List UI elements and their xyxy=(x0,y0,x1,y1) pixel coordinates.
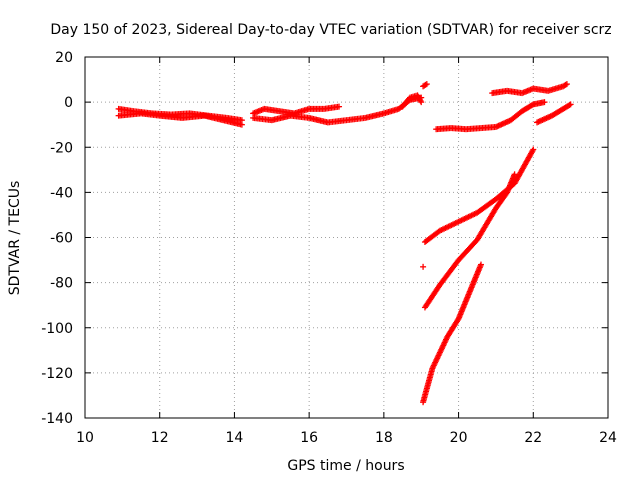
series-arc-l xyxy=(420,261,484,406)
x-tick-label: 24 xyxy=(599,430,617,446)
x-tick-label: 16 xyxy=(300,430,318,446)
x-tick-label: 22 xyxy=(524,430,542,446)
y-axis-label: SDTVAR / TECUs xyxy=(7,181,23,296)
y-tick-label: -80 xyxy=(50,276,73,292)
x-tick-label: 10 xyxy=(76,430,94,446)
series-arc-i xyxy=(534,101,574,126)
y-tick-labels: -140 -120 -100 -80 -60 -40 -20 0 20 xyxy=(41,50,73,427)
series-arc-h xyxy=(489,81,570,97)
series-arc-e xyxy=(399,92,425,110)
y-tick-label: -140 xyxy=(41,411,73,427)
y-tick-label: -20 xyxy=(50,140,73,156)
x-axis-label: GPS time / hours xyxy=(287,458,404,474)
x-tick-label: 18 xyxy=(375,430,393,446)
series-arc-j xyxy=(421,146,537,246)
axis-ticks xyxy=(84,56,609,419)
series-arc-b xyxy=(115,110,245,128)
y-tick-label: 20 xyxy=(55,50,73,66)
y-tick-label: -120 xyxy=(41,366,73,382)
y-tick-label: 0 xyxy=(64,95,73,111)
x-tick-label: 12 xyxy=(151,430,169,446)
y-tick-label: -100 xyxy=(41,321,73,337)
series-arc-g xyxy=(433,99,548,133)
y-tick-label: -40 xyxy=(50,185,73,201)
y-tick-label: -60 xyxy=(50,231,73,247)
x-tick-labels: 10 12 14 16 18 20 22 24 xyxy=(76,430,617,446)
series-outlier xyxy=(420,263,427,270)
x-tick-label: 20 xyxy=(450,430,468,446)
x-tick-label: 14 xyxy=(226,430,244,446)
series-arc-k xyxy=(421,171,518,311)
data-points xyxy=(115,81,574,406)
chart-title: Day 150 of 2023, Sidereal Day-to-day VTE… xyxy=(50,22,611,38)
series-arc-f xyxy=(420,81,430,90)
